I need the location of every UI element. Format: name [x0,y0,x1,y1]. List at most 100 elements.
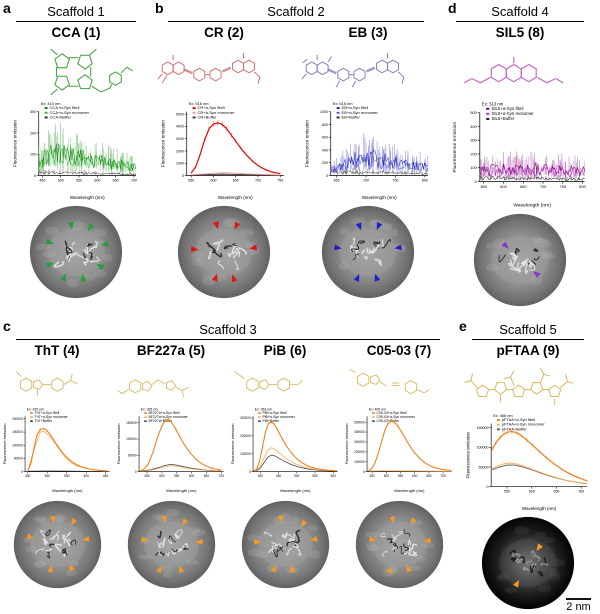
svg-text:500000: 500000 [354,420,365,424]
svg-text:Fluorescence emission: Fluorescence emission [2,423,7,464]
sil5-spectrum-chart: 0 100 200 300 400 500 550 600 650 700 750 800 Wavele… [452,102,587,209]
svg-text:ThT+Buffer: ThT+Buffer [34,419,52,423]
svg-text:ThT+α-Syn fibril: ThT+α-Syn fibril [34,411,59,415]
scaffold-5-title: Scaffold 5 [472,322,584,340]
svg-text:100000: 100000 [240,452,251,456]
panel-c: c Scaffold 3 ThT (4) 0 50000 100000 150000 2… [0,318,456,590]
svg-text:200000: 200000 [354,450,365,454]
svg-text:300000: 300000 [240,416,251,420]
cca-spectrum-chart: 0 100 200 300 450 500 550 600 650 700 Wavelength (… [13,101,137,200]
svg-text:750: 750 [560,184,567,189]
bf227a-structure-diagram [117,379,190,398]
scaffold-4-title: Scaffold 4 [456,4,584,22]
compound-column-cca: CCA (1) 0 100 200 300 450 500 550 600 650 700 Wave… [0,22,152,300]
svg-text:Fluorescence emission: Fluorescence emission [13,120,18,167]
tht-arrowhead [68,564,75,572]
svg-text:150000: 150000 [12,430,23,434]
cr-arrowhead [234,221,241,230]
cr-spectrum-chart: 0 1000 2000 3000 4000 5000 550 600 650 700 750 Wave… [161,101,284,200]
pftaa-arrowhead [512,579,520,588]
svg-text:400000: 400000 [354,430,365,434]
panel-letter-a: a [3,0,11,16]
svg-text:700: 700 [131,178,137,182]
svg-text:CR+α-Syn fibril: CR+α-Syn fibril [198,105,225,110]
svg-text:Ex: 400 nm: Ex: 400 nm [368,407,385,411]
c0503-arrowhead [368,536,376,543]
svg-text:700: 700 [255,178,261,182]
svg-text:Ex: 353 nm: Ex: 353 nm [254,407,271,411]
compound-column-pib: PiB (6) 0 100000 200000 300000 400 450 500 550 6… [228,340,342,590]
svg-text:600: 600 [529,490,535,494]
scaffold-3-title: Scaffold 3 [16,322,440,340]
svg-text:3000: 3000 [176,137,184,141]
svg-text:550: 550 [174,474,179,478]
svg-text:SIL5+Buffer: SIL5+Buffer [491,116,514,121]
sil5-arrowhead [501,241,509,249]
svg-text:500: 500 [383,474,388,478]
svg-text:700: 700 [363,178,369,182]
cca-arrowhead [67,221,74,230]
svg-text:SIL5+α-Syn monomer: SIL5+α-Syn monomer [491,111,534,116]
panel-letter-c: c [3,318,11,334]
svg-text:Ex: 420 nm: Ex: 420 nm [26,407,43,411]
cca-arrowhead [100,240,109,247]
tht-structure-diagram [16,371,78,397]
cca-arrowhead [60,273,66,282]
svg-text:100000: 100000 [354,460,365,464]
svg-text:400: 400 [470,124,477,129]
svg-text:0: 0 [182,174,184,178]
pib-spectrum-chart: 0 100000 200000 300000 400 450 500 550 600 Wavele… [230,407,338,493]
compound-column-eb: EB (3) 0 200 400 600 800 1000 650 700 750 800 Wave… [296,22,440,300]
compound-column-c0503: C05-03 (7) 0 100000 200000 300000 400000 5000… [342,340,456,590]
svg-text:450: 450 [275,474,280,478]
svg-text:BF227a+Buffer: BF227a+Buffer [148,419,172,423]
eb-structure-diagram [301,52,405,88]
cca-arrowhead [87,223,95,232]
bf227a-arrowhead [155,565,162,574]
scaffold-2-title: Scaffold 2 [168,4,424,22]
svg-text:500: 500 [470,110,477,115]
scale-bar-line [566,597,591,600]
svg-text:Fluorescence emission: Fluorescence emission [465,431,470,478]
eb-arrowhead [355,222,362,231]
pib-em-class-average [241,500,329,589]
svg-text:550: 550 [397,474,402,478]
c0503-arrowhead [410,517,417,525]
svg-text:50000: 50000 [479,465,489,469]
c0503-em-class-average [355,500,443,589]
tht-arrowhead [49,515,55,524]
pftaa-structure-diagram [464,367,575,405]
svg-text:C05-03+α-Syn fibril: C05-03+α-Syn fibril [376,411,406,415]
svg-text:pFTAA+α-Syn monomer: pFTAA+α-Syn monomer [502,422,545,427]
svg-text:Ex: 516 nm: Ex: 516 nm [189,101,209,106]
tht-arrowhead [81,536,90,542]
compound-column-sil5: SIL5 (8) 0 100 200 300 400 500 550 600 650 700 750… [440,22,600,308]
c0503-structure-diagram [350,368,430,395]
bf227a-arrowhead [181,518,188,526]
cca-arrowhead [45,238,54,245]
tht-spectrum-chart: 0 50000 100000 150000 200000 450 500 550 600 650 W… [2,407,110,493]
c0503-arrowhead [406,564,412,573]
svg-text:700: 700 [440,474,445,478]
scale-bar-label: 2 nm [566,601,591,613]
cr-arrowhead [211,273,218,282]
svg-text:650: 650 [203,474,208,478]
cr-structure-diagram [157,52,261,84]
cca-arrowhead [80,274,87,282]
svg-text:C05-03+Buffer: C05-03+Buffer [376,419,400,423]
tht-arrowhead [26,533,34,540]
svg-text:Wavelength (nm): Wavelength (nm) [522,506,557,511]
svg-text:300000: 300000 [354,440,365,444]
svg-text:750: 750 [277,178,283,182]
cca-arrowhead [45,262,54,269]
svg-text:400: 400 [257,474,262,478]
svg-text:600: 600 [322,136,328,140]
scaffold-1-title: Scaffold 1 [16,4,136,22]
svg-text:650: 650 [426,474,431,478]
svg-text:500: 500 [58,178,64,182]
svg-text:50000: 50000 [127,453,136,457]
svg-text:650: 650 [553,490,559,494]
svg-text:4000: 4000 [176,125,184,129]
cca-arrowhead [96,263,105,271]
cr-arrowhead [249,244,258,251]
